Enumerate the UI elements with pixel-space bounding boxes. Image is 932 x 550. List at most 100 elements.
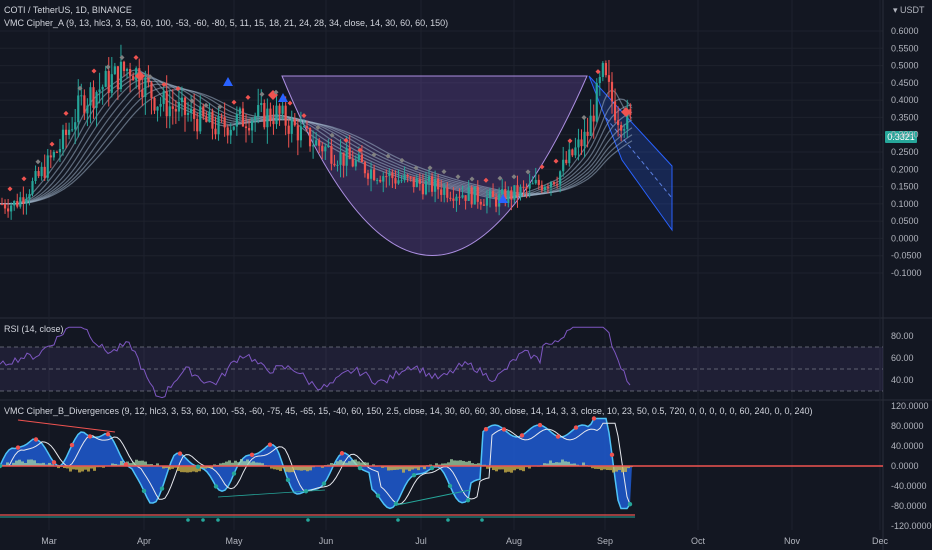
signal-markers <box>7 54 631 203</box>
money-flow-bar <box>273 466 276 470</box>
signal-dot-marker <box>329 132 335 138</box>
candle-body <box>232 126 235 130</box>
candle-body <box>308 127 312 147</box>
currency-selector[interactable]: ▾ USDT <box>893 5 925 15</box>
chart-title[interactable]: COTI / TetherUS, 1D, BINANCE <box>4 5 132 15</box>
money-flow-bar <box>24 462 27 466</box>
candle-body <box>19 197 22 207</box>
money-flow-bar <box>204 466 207 469</box>
money-flow-bar <box>462 460 465 466</box>
candle-body <box>455 196 458 201</box>
money-flow-bar <box>183 466 186 473</box>
candle-body <box>205 116 208 123</box>
indicator-a-title[interactable]: VMC Cipher_A (9, 13, hlc3, 3, 53, 60, 10… <box>4 18 448 28</box>
cipher-dot <box>483 426 489 432</box>
signal-dot-marker <box>63 110 69 116</box>
candle-body <box>113 66 116 75</box>
candle-body <box>272 121 275 125</box>
candle-body <box>31 181 34 195</box>
rsi-axis[interactable]: 80.00 60.00 40.00 <box>891 331 914 385</box>
candle-body <box>473 186 476 205</box>
money-flow-bar <box>387 466 390 471</box>
money-flow-bar <box>285 466 288 472</box>
signal-dot-marker <box>581 115 587 121</box>
candle-body <box>452 198 455 201</box>
cipher-dot <box>429 465 435 471</box>
cipher-axis[interactable]: 120.0000 80.0000 40.0000 0.0000 -40.0000 -80.… <box>891 401 932 531</box>
signal-dot-marker <box>77 85 83 91</box>
time-axis[interactable]: Mar Apr May Jun Jul Aug Sep Oct Nov Dec <box>41 536 888 546</box>
indicator-b-title[interactable]: VMC Cipher_B_Divergences (9, 12, hlc3, 3… <box>4 406 813 416</box>
candle-body <box>562 159 565 172</box>
signal-dot-marker <box>203 102 209 108</box>
money-flow-bar <box>456 460 459 466</box>
money-flow-bar <box>258 462 261 466</box>
money-flow-bar <box>231 462 234 466</box>
candle-body <box>461 195 464 198</box>
rsi-tick-label: 40.00 <box>891 375 914 385</box>
money-flow-bar <box>63 466 66 469</box>
cipher-tick-label: 0.0000 <box>891 461 919 471</box>
candle-body <box>135 68 138 81</box>
candle-body <box>7 208 10 212</box>
money-flow-bar <box>156 463 159 466</box>
money-flow-bar <box>354 459 357 466</box>
candle-body <box>125 69 129 71</box>
candle-body <box>357 154 360 161</box>
money-flow-bar <box>357 461 360 466</box>
candle-body <box>266 108 269 128</box>
candle-body <box>598 76 601 84</box>
money-flow-bar <box>423 466 426 470</box>
candle-body <box>299 126 302 141</box>
signal-dot-marker <box>427 165 433 171</box>
signal-dot-marker <box>245 94 251 100</box>
money-flow-bar <box>195 466 198 473</box>
candle-body <box>241 108 245 127</box>
cipher-dot <box>321 481 327 486</box>
month-tick-label: Sep <box>597 536 613 546</box>
candle-body <box>220 116 223 118</box>
month-tick-label: Dec <box>872 536 889 546</box>
money-flow-bar <box>564 461 567 466</box>
candle-body <box>37 171 40 177</box>
signal-dot-marker <box>91 68 97 74</box>
candle-body <box>400 180 403 182</box>
buy-triangle-marker <box>498 194 508 203</box>
candle-body <box>101 86 104 90</box>
money-flow-bar <box>603 466 606 470</box>
price-badge: 0.3321 <box>887 132 915 142</box>
rsi-title[interactable]: RSI (14, close) <box>4 324 64 334</box>
price-axis[interactable]: 0.6000 0.5500 0.5000 0.4500 0.4000 0.3500 0.30… <box>891 26 922 278</box>
candle-body <box>92 87 95 108</box>
money-flow-bar <box>345 462 348 466</box>
cipher-dot <box>0 463 3 469</box>
price-tick-label: 0.5500 <box>891 43 919 53</box>
money-flow-bar <box>114 463 117 466</box>
candle-body <box>498 193 501 207</box>
candle-body <box>327 146 330 148</box>
money-flow-bar <box>132 462 135 466</box>
money-flow-bar <box>66 466 69 469</box>
bottom-signal-dot <box>186 518 190 522</box>
money-flow-bar <box>210 466 213 469</box>
candle-body <box>64 129 68 135</box>
candle-body <box>141 89 144 97</box>
money-flow-bar <box>90 466 93 469</box>
money-flow-bar <box>186 466 189 473</box>
candle-body <box>174 108 177 112</box>
money-flow-bar <box>279 466 282 472</box>
cipher-dot <box>519 433 525 438</box>
money-flow-bar <box>411 466 414 470</box>
main-pane-overlays <box>281 75 673 256</box>
money-flow-bar <box>78 466 81 473</box>
money-flow-bar <box>198 466 201 472</box>
money-flow-bar <box>300 466 303 471</box>
money-flow-bar <box>141 460 144 466</box>
money-flow-bar <box>468 460 471 466</box>
money-flow-bar <box>282 466 285 469</box>
price-tick-label: 0.3500 <box>891 112 919 122</box>
candle-body <box>559 171 562 185</box>
candle-body <box>83 95 86 114</box>
candle-body <box>58 149 62 153</box>
